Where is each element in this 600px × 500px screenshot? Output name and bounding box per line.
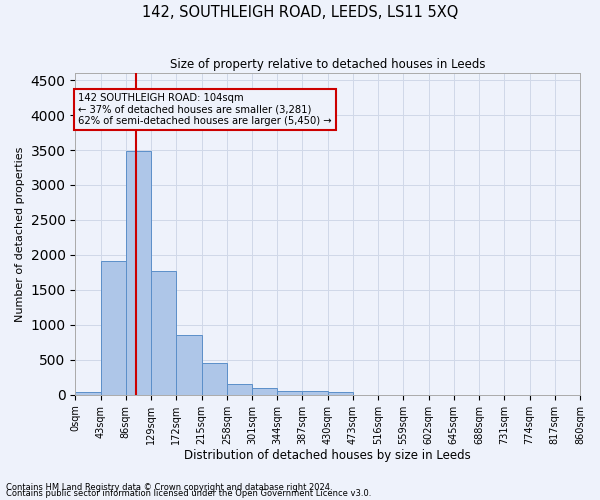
Bar — [252, 388, 277, 395]
Text: Contains public sector information licensed under the Open Government Licence v3: Contains public sector information licen… — [6, 489, 371, 498]
Y-axis label: Number of detached properties: Number of detached properties — [15, 146, 25, 322]
Text: 142 SOUTHLEIGH ROAD: 104sqm
← 37% of detached houses are smaller (3,281)
62% of : 142 SOUTHLEIGH ROAD: 104sqm ← 37% of det… — [79, 92, 332, 126]
Bar — [76, 392, 101, 395]
Text: 142, SOUTHLEIGH ROAD, LEEDS, LS11 5XQ: 142, SOUTHLEIGH ROAD, LEEDS, LS11 5XQ — [142, 5, 458, 20]
X-axis label: Distribution of detached houses by size in Leeds: Distribution of detached houses by size … — [184, 450, 471, 462]
Bar — [277, 390, 302, 395]
Text: Contains HM Land Registry data © Crown copyright and database right 2024.: Contains HM Land Registry data © Crown c… — [6, 483, 332, 492]
Bar — [101, 260, 126, 395]
Title: Size of property relative to detached houses in Leeds: Size of property relative to detached ho… — [170, 58, 485, 70]
Bar — [126, 152, 151, 395]
Bar — [151, 271, 176, 395]
Bar — [227, 384, 252, 395]
Bar — [328, 392, 353, 395]
Bar — [302, 391, 328, 395]
Bar — [202, 362, 227, 395]
Bar — [176, 334, 202, 395]
